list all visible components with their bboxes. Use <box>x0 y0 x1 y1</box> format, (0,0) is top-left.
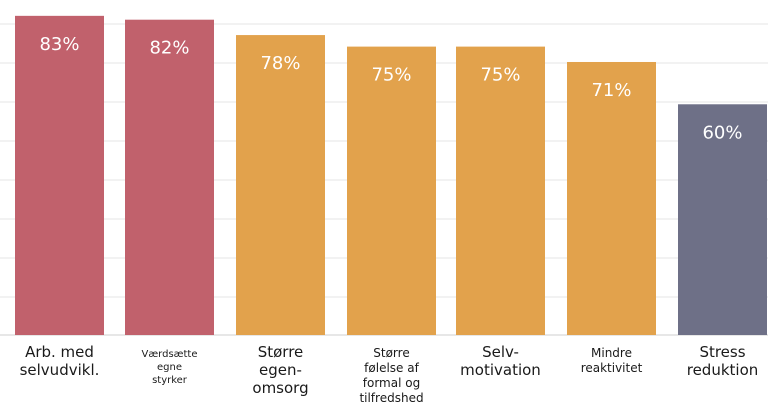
bar-7 <box>678 104 767 336</box>
category-label-5: Selv-motivation <box>460 343 541 379</box>
bar-4 <box>347 46 436 335</box>
bar-value-label-2: 82% <box>149 38 189 59</box>
bar-value-label-6: 71% <box>591 80 631 101</box>
category-label-1: Arb. med selvudvikl. <box>20 343 100 379</box>
category-labels: Arb. med selvudvikl. Værdsætte egne styrker S… <box>20 343 759 405</box>
bar-value-label-5: 75% <box>480 65 520 86</box>
category-label-7: Stress reduktion <box>687 343 759 379</box>
bars <box>15 15 767 336</box>
bar-5 <box>456 46 545 335</box>
bar-value-label-1: 83% <box>39 34 79 55</box>
category-label-6: Mindre reaktivitet <box>581 346 643 375</box>
bar-value-label-4: 75% <box>371 65 411 86</box>
bar-2 <box>125 19 214 335</box>
category-label-2: Værdsætte egne styrker <box>142 349 198 386</box>
category-label-3: Større egen-omsorg <box>252 343 308 397</box>
bar-value-label-7: 60% <box>702 122 742 143</box>
value-labels: 83% 82% 78% 75% 75% 71% 60% <box>39 34 742 143</box>
bar-3 <box>236 35 325 335</box>
bar-6 <box>567 61 656 335</box>
bar-value-label-3: 78% <box>260 53 300 74</box>
category-label-4: Større følelse af formal og tilfredshed <box>359 346 423 405</box>
bar-1 <box>15 15 104 335</box>
